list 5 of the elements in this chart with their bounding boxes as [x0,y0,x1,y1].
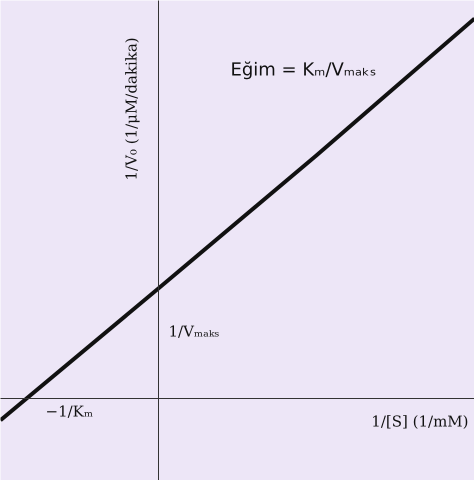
x-axis-title: 1/[S] (1/mM) [371,412,469,430]
y-axis-title: 1/V₀ (1/μM/dakika) [122,37,140,180]
annotation: 1/Vₘₐₖₛ [168,322,220,340]
annotation: Eğim = Kₘ/Vₘₐₖₛ [230,60,376,80]
annotation: −1/Kₘ [46,402,94,420]
